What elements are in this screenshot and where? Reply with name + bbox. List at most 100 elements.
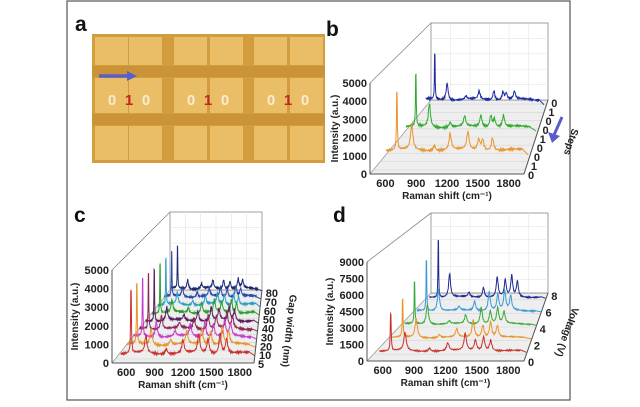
y-tick-label: 0	[103, 358, 109, 370]
bit-label: 0	[187, 92, 195, 109]
y-tick-label: 3000	[85, 302, 109, 314]
spectrum-line-8	[429, 239, 546, 300]
y-tick-label: 3000	[340, 323, 364, 335]
spectrum-line-4	[404, 281, 537, 326]
channel-stripe	[92, 114, 325, 125]
spectrum-line-30	[139, 273, 258, 333]
bit-label: 0	[108, 92, 116, 109]
z-tick-label: 70	[265, 297, 277, 309]
electrode-pad	[129, 126, 162, 160]
x-tick-label: 600	[376, 178, 394, 190]
y-tick-label: 4000	[85, 284, 109, 296]
x-tick-label: 900	[145, 367, 163, 379]
z-tick-label: 0	[537, 143, 543, 155]
z-axis	[523, 99, 549, 175]
z-tick-label: 0	[534, 152, 540, 164]
spectrum-line-50	[151, 263, 260, 316]
y-tick-label: 6000	[340, 290, 364, 302]
spectrum-line-step-4	[405, 73, 537, 132]
x-tick-label: 1200	[433, 365, 457, 377]
bit-label: 0	[142, 92, 150, 109]
channel-stripe	[92, 66, 325, 77]
bit-label: 0	[301, 92, 309, 109]
z-tick-label: 60	[264, 306, 276, 318]
z-tick-label: 50	[263, 315, 275, 327]
electrode-pad	[290, 126, 323, 160]
box-edge	[366, 212, 432, 263]
y-tick-label: 1500	[340, 340, 364, 352]
z-tick-label: 0	[545, 116, 551, 128]
z-tick-label: 10	[259, 350, 271, 362]
z-tick-label: 1	[531, 161, 537, 173]
panel-c-chart: 0 1000 2000 3000 4000 5000 600 900 1200 1500 1800 5…	[70, 211, 298, 391]
x-axis-title: Raman shift (cm⁻¹)	[138, 380, 228, 391]
electrode-pad	[210, 126, 243, 160]
electrode-pad	[95, 37, 128, 65]
z-tick-label: 40	[262, 324, 274, 336]
x-axis-title: Raman shift (cm⁻¹)	[402, 191, 492, 202]
y-tick-label: 0	[358, 356, 364, 368]
bit-label: 0	[221, 92, 229, 109]
electrode-pad	[290, 78, 323, 113]
bit-label: 1	[284, 92, 292, 109]
x-tick-label: 1800	[496, 365, 520, 377]
x-tick-label: 900	[407, 178, 425, 190]
panel-label-c: c	[74, 204, 86, 227]
y-axis-title: Intensity (a.u.)	[325, 278, 336, 346]
y-axis-title: Intensity (a.u.)	[70, 283, 81, 351]
z-tick-label: 80	[266, 288, 278, 300]
y-tick-label: 4000	[343, 96, 367, 108]
z-tick-label: 0	[551, 98, 557, 110]
spectrum-line-20	[132, 277, 257, 340]
spectrum-line-6	[416, 260, 541, 314]
y-tick-label: 1000	[343, 151, 367, 163]
steps-arrow	[552, 116, 564, 136]
spectrum-line-70	[163, 251, 261, 300]
z-tick-label: 5	[258, 359, 264, 371]
z-tick-label: 20	[260, 341, 272, 353]
y-axis-title: Intensity (a.u.)	[330, 95, 341, 163]
z-tick-label: 6	[545, 308, 551, 320]
y-tick-label: 2000	[85, 321, 109, 333]
electrode-pad	[254, 126, 287, 160]
electrode-pad	[210, 78, 243, 113]
z-tick-label: 0	[528, 357, 534, 369]
x-tick-label: 1200	[435, 178, 459, 190]
z-tick-label: 2	[534, 341, 540, 353]
z-axis-title: Steps	[561, 127, 580, 157]
panel-d-chart: 0 1500 3000 4500 6000 7500 9000 600 900 1200 1500 1…	[325, 212, 581, 389]
arrow-head-icon	[548, 132, 560, 143]
z-tick-label: 1	[548, 107, 554, 119]
z-axis	[523, 292, 549, 362]
y-tick-label: 5000	[343, 78, 367, 90]
electrode-pad	[290, 37, 323, 65]
y-tick-label: 7500	[340, 274, 364, 286]
x-tick-label: 1500	[465, 365, 489, 377]
spectrum-line-80	[170, 244, 262, 292]
y-tick-label: 0	[361, 169, 367, 181]
z-tick-label: 0	[528, 170, 534, 182]
electrode-pad	[129, 37, 162, 65]
panel-label-b: b	[326, 18, 339, 41]
y-tick-label: 9000	[340, 257, 364, 269]
electrode-pad	[210, 37, 243, 65]
bit-label: 1	[125, 92, 133, 109]
electrode-pad	[95, 126, 128, 160]
electrode-pad	[174, 37, 207, 65]
panel-label-d: d	[333, 204, 346, 227]
x-axis-title: Raman shift (cm⁻¹)	[401, 378, 491, 389]
z-tick-label: 4	[540, 324, 547, 336]
spectrum-line-0	[379, 311, 527, 354]
x-tick-label: 900	[405, 365, 423, 377]
figure-frame	[66, 0, 571, 401]
box-edge	[369, 22, 432, 84]
z-axis-title: Voltage (V)	[553, 306, 581, 358]
spectrum-line-40	[145, 267, 259, 325]
z-axis-title: Gap width (nm)	[279, 294, 298, 368]
box-edge	[111, 211, 171, 271]
y-tick-label: 4500	[340, 307, 364, 319]
x-tick-label: 1500	[466, 178, 490, 190]
